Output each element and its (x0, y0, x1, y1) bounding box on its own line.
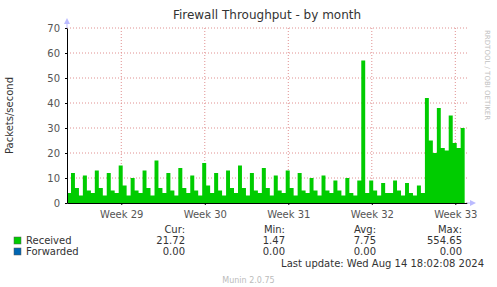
x-tick-label: Week 32 (351, 209, 394, 220)
y-tick-mark (65, 178, 67, 179)
y-tick: 60 (47, 48, 67, 59)
x-tick: Week 30 (184, 203, 227, 220)
y-axis-line (67, 29, 68, 204)
y-tick-mark (65, 78, 67, 79)
footer: Munin 2.0.75 (222, 276, 274, 285)
y-tick: 0 (54, 198, 67, 209)
x-tick-mark (455, 203, 456, 205)
x-tick: Week 32 (351, 203, 394, 220)
y-tick: 20 (47, 148, 67, 159)
y-tick-mark (65, 203, 67, 204)
grid-line-y (67, 28, 467, 29)
stat-value: 0.00 (440, 246, 462, 257)
stat-value: 0.00 (354, 246, 376, 257)
y-tick-label: 20 (47, 148, 60, 159)
y-axis-arrow-stem (67, 23, 68, 28)
grid (67, 28, 467, 203)
stat-header: Cur: (164, 224, 185, 235)
y-tick-label: 70 (47, 23, 60, 34)
y-tick-label: 10 (47, 173, 60, 184)
y-tick: 40 (47, 98, 67, 109)
legend-swatch (14, 248, 21, 255)
x-tick: Week 29 (100, 203, 143, 220)
y-tick-mark (65, 103, 67, 104)
x-tick-mark (288, 203, 289, 205)
x-axis-arrow-stem (467, 203, 471, 204)
stat-header: Min: (264, 224, 285, 235)
legend-swatch (14, 237, 21, 244)
legend-entry: Received (26, 235, 72, 246)
stat-value: 21.72 (156, 235, 185, 246)
y-axis: 0 10 20 30 40 50 60 70 (47, 23, 67, 209)
grid-line-y (67, 128, 467, 129)
legend: Cur: Min: Avg: Max: Received 21.72 1.47 7.75 554… (14, 224, 462, 257)
y-axis-title: Packets/second (4, 77, 15, 154)
x-tick: Week 31 (267, 203, 310, 220)
watermark: RRDTOOL / TOBI OETIKER (483, 30, 491, 120)
x-tick-mark (372, 203, 373, 205)
y-tick-mark (65, 153, 67, 154)
chart: 010203040506070Week 29Week 30Week 31Week… (0, 0, 497, 287)
y-tick-label: 0 (54, 198, 60, 209)
grid-line-x (371, 28, 372, 203)
grid-line-y (67, 153, 467, 154)
x-tick-mark (205, 203, 206, 205)
legend-entry: Forwarded (26, 246, 79, 257)
stat-header: Avg: (354, 224, 376, 235)
x-axis-line (68, 203, 468, 204)
area (67, 61, 465, 204)
stat-value: 0.00 (263, 246, 285, 257)
x-tick-label: Week 31 (267, 209, 310, 220)
stat-value: 554.65 (427, 235, 462, 246)
x-tick-mark (121, 203, 122, 205)
x-tick-label: Week 29 (100, 209, 143, 220)
stat-header: Max: (438, 224, 462, 235)
x-tick-label: Week 30 (184, 209, 227, 220)
last-update: Last update: Wed Aug 14 18:02:08 2024 (281, 258, 484, 269)
grid-line-y (67, 178, 467, 179)
y-tick: 50 (47, 73, 67, 84)
plot-area (67, 61, 465, 204)
y-tick-label: 40 (47, 98, 60, 109)
y-tick-mark (65, 128, 67, 129)
stat-value: 0.00 (163, 246, 185, 257)
x-tick: Week 33 (434, 203, 477, 220)
stat-value: 7.75 (354, 235, 376, 246)
y-tick: 30 (47, 123, 67, 134)
background (0, 0, 497, 287)
y-tick-mark (65, 53, 67, 54)
grid-line-y (67, 53, 467, 54)
title: Firewall Throughput - by month (173, 8, 361, 22)
y-tick: 10 (47, 173, 67, 184)
grid-line-y (67, 78, 467, 79)
y-tick-label: 60 (47, 48, 60, 59)
area (67, 203, 465, 204)
y-tick-label: 50 (47, 73, 60, 84)
y-tick-mark (65, 28, 67, 29)
stat-value: 1.47 (263, 235, 285, 246)
x-axis: Week 29 Week 30 Week 31 Week 32 Week 33 (68, 203, 478, 220)
grid-line-y (67, 103, 467, 104)
y-tick-label: 30 (47, 123, 60, 134)
x-tick-label: Week 33 (434, 209, 477, 220)
y-tick: 70 (47, 23, 67, 34)
